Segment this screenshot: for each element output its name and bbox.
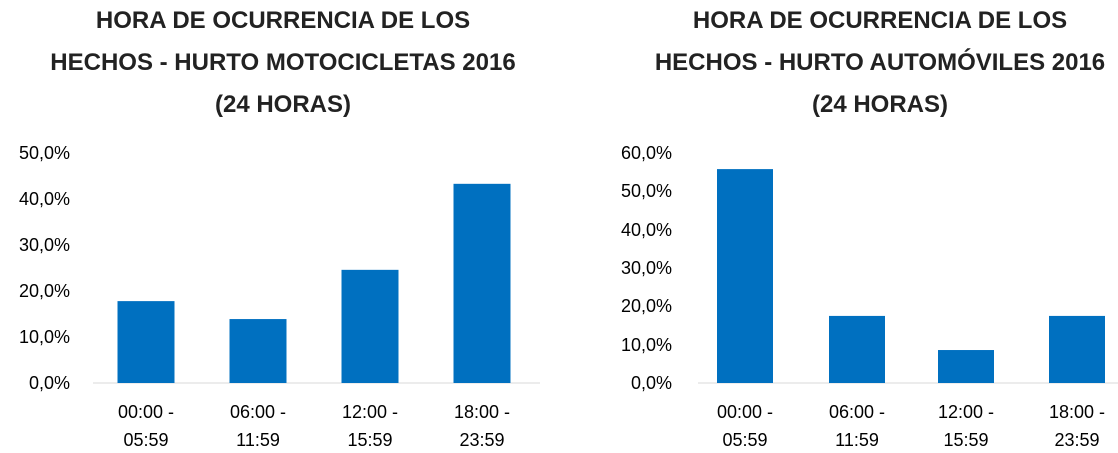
y-tick-label: 50,0% — [620, 181, 672, 202]
bar — [117, 301, 175, 383]
y-tick-label: 50,0% — [18, 143, 70, 163]
x-tick-label: 00:00 - 05:59 — [117, 402, 175, 450]
y-tick-label: 0,0% — [28, 373, 70, 393]
y-tick-label: 10,0% — [18, 327, 70, 347]
x-tick-label: 12:00 - 15:59 — [341, 402, 399, 450]
y-tick-label: 40,0% — [620, 219, 672, 240]
bar — [717, 169, 773, 383]
bar — [1049, 315, 1105, 383]
x-tick-label: 18:00 - 23:59 — [1048, 402, 1106, 450]
bar — [453, 183, 511, 383]
y-tick-label: 20,0% — [620, 296, 672, 317]
y-tick-label: 20,0% — [18, 281, 70, 301]
x-tick-label: 12:00 - 15:59 — [937, 402, 995, 450]
y-tick-label: 30,0% — [620, 258, 672, 278]
y-tick-label: 0,0% — [630, 373, 672, 393]
bar — [229, 319, 287, 383]
y-tick-label: 10,0% — [620, 334, 672, 355]
y-tick-label: 30,0% — [18, 235, 70, 255]
x-tick-label: 06:00 - 11:59 — [828, 402, 886, 450]
chart-title: HORA DE OCURRENCIA DE LOS HECHOS - HURTO… — [50, 7, 516, 118]
bar — [938, 350, 994, 383]
y-tick-label: 40,0% — [18, 189, 70, 209]
x-tick-label: 06:00 - 11:59 — [229, 402, 287, 450]
y-tick-label: 60,0% — [620, 143, 672, 163]
x-tick-label: 18:00 - 23:59 — [453, 402, 511, 450]
bar — [341, 269, 399, 383]
chart-title: HORA DE OCURRENCIA DE LOS HECHOS - HURTO… — [654, 7, 1106, 118]
x-tick-label: 00:00 - 05:59 — [716, 402, 774, 450]
bar — [829, 315, 885, 383]
